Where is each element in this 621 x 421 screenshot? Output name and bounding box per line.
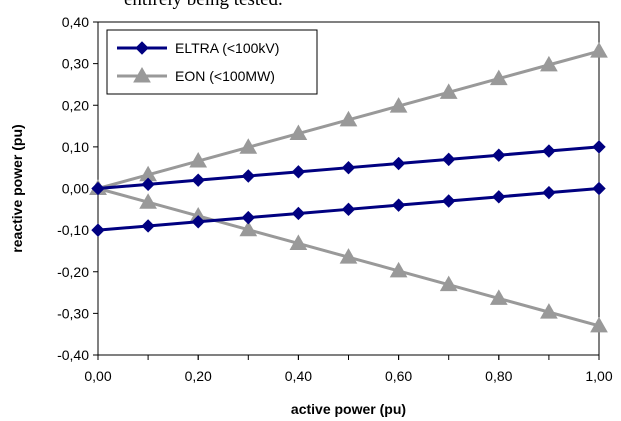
triangle-marker bbox=[439, 83, 458, 99]
diamond-marker bbox=[492, 148, 506, 162]
x-tick-label: 0,40 bbox=[285, 368, 312, 384]
diamond-marker bbox=[492, 190, 506, 204]
y-tick-label: -0,30 bbox=[57, 305, 89, 321]
triangle-marker bbox=[439, 275, 458, 292]
clipped-top-text-line: entirely being tested. bbox=[0, 0, 621, 11]
triangle-marker bbox=[189, 152, 208, 168]
diamond-marker bbox=[441, 152, 456, 167]
diamond-marker bbox=[291, 206, 306, 221]
triangle-marker bbox=[133, 66, 151, 83]
legend-entry: ELTRA (<100kV) bbox=[117, 40, 279, 56]
y-tick-label: -0,40 bbox=[57, 347, 89, 363]
triangle-marker bbox=[540, 55, 558, 72]
y-tick-label: 0,30 bbox=[62, 56, 89, 72]
diamond-marker bbox=[341, 202, 356, 217]
clipped-top-text: entirely being tested. bbox=[124, 0, 283, 11]
triangle-marker bbox=[339, 248, 358, 264]
diamond-marker bbox=[441, 194, 456, 208]
triangle-marker bbox=[139, 193, 157, 209]
triangle-marker bbox=[590, 42, 608, 58]
legend-entry: EON (<100MW) bbox=[117, 66, 275, 84]
x-tick-label: 0,60 bbox=[385, 368, 412, 384]
series-0 bbox=[91, 140, 606, 237]
y-tick-label: -0,20 bbox=[57, 264, 89, 280]
triangle-marker bbox=[489, 69, 508, 86]
diamond-marker bbox=[135, 41, 149, 55]
legend: ELTRA (<100kV) EON (<100MW) bbox=[106, 29, 318, 95]
triangle-marker bbox=[339, 110, 358, 127]
diamond-marker bbox=[341, 160, 356, 175]
diamond-marker bbox=[191, 173, 205, 187]
y-tick-label: 0,00 bbox=[62, 181, 89, 197]
triangle-marker bbox=[540, 303, 558, 319]
y-tick-label: 0,10 bbox=[62, 139, 89, 155]
triangle-marker bbox=[590, 316, 608, 333]
diamond-marker bbox=[391, 198, 406, 212]
x-tick-label: 0,20 bbox=[185, 368, 212, 384]
triangle-marker bbox=[489, 289, 508, 305]
triangle-marker bbox=[289, 234, 308, 250]
triangle-marker bbox=[239, 138, 258, 154]
x-tick-label: 1,00 bbox=[585, 368, 612, 384]
legend-label: ELTRA (<100kV) bbox=[175, 40, 279, 56]
diamond-marker bbox=[191, 215, 205, 229]
diamond-marker bbox=[91, 181, 105, 196]
axes: 0,40 0,30 0,20 0,10 0,00 -0,10 -0,20 -0,30 -0,40… bbox=[57, 14, 613, 384]
legend-box bbox=[106, 29, 318, 95]
diamond-marker bbox=[542, 185, 556, 200]
x-tick-label: 0,00 bbox=[84, 368, 111, 384]
y-tick-label: 0,40 bbox=[62, 14, 89, 30]
legend-label: EON (<100MW) bbox=[175, 68, 275, 84]
diamond-marker bbox=[542, 144, 556, 158]
triangle-marker bbox=[239, 220, 258, 237]
y-tick-label: 0,20 bbox=[62, 97, 89, 113]
series-1 bbox=[89, 42, 608, 333]
diamond-marker bbox=[592, 181, 606, 196]
diamond-marker bbox=[241, 210, 256, 225]
triangle-marker bbox=[389, 261, 408, 278]
diamond-marker bbox=[291, 165, 306, 179]
diamond-marker bbox=[91, 223, 105, 237]
diamond-marker bbox=[141, 219, 155, 233]
diamond-marker bbox=[141, 177, 155, 192]
triangle-marker bbox=[289, 124, 308, 141]
y-axis-title: reactive power (pu) bbox=[9, 124, 25, 252]
x-axis-title: active power (pu) bbox=[291, 401, 406, 417]
series-layer bbox=[89, 42, 608, 333]
diamond-marker bbox=[391, 156, 406, 171]
x-tick-label: 0,80 bbox=[485, 368, 512, 384]
diamond-marker bbox=[592, 140, 606, 154]
diamond-marker bbox=[241, 169, 256, 183]
triangle-marker bbox=[389, 97, 408, 113]
y-tick-label: -0,10 bbox=[57, 222, 89, 238]
